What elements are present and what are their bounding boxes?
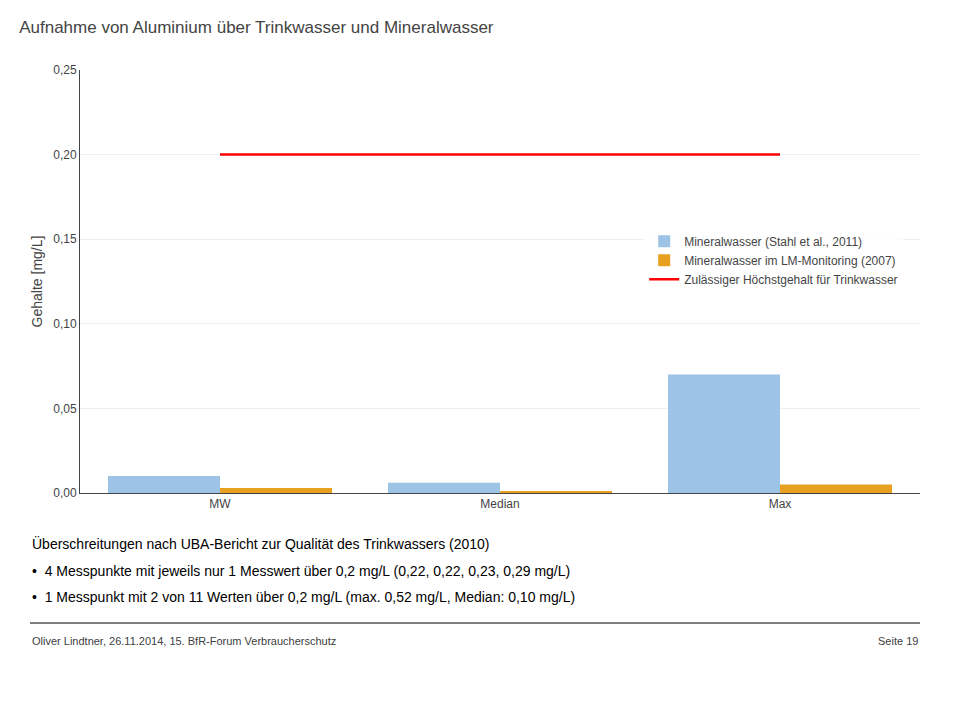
svg-text:0,20: 0,20 xyxy=(53,148,77,162)
svg-text:Zulässiger Höchstgehalt für Tr: Zulässiger Höchstgehalt für Trinkwasser xyxy=(684,273,897,287)
svg-text:Median: Median xyxy=(480,497,519,511)
svg-text:Überschreitungen nach UBA-Beri: Überschreitungen nach UBA-Bericht zur Qu… xyxy=(32,535,490,552)
svg-text:• 1 Messpunkt mit 2 von 11 We: • 1 Messpunkt mit 2 von 11 Werten über 0… xyxy=(32,589,575,605)
svg-text:Mineralwasser (Stahl et al., 2: Mineralwasser (Stahl et al., 2011) xyxy=(684,235,862,249)
svg-text:Gehalte [mg/L]: Gehalte [mg/L] xyxy=(29,236,45,328)
svg-text:0,05: 0,05 xyxy=(53,402,77,416)
svg-text:Mineralwasser im LM-Monitoring: Mineralwasser im LM-Monitoring (2007) xyxy=(684,254,895,268)
svg-text:Oliver Lindtner, 26.11.2014, 1: Oliver Lindtner, 26.11.2014, 15. BfR-For… xyxy=(32,635,336,647)
svg-text:• 4 Messpunkte mit jeweils nu: • 4 Messpunkte mit jeweils nur 1 Messwer… xyxy=(32,563,570,579)
svg-text:MW: MW xyxy=(209,497,231,511)
svg-text:0,10: 0,10 xyxy=(53,317,77,331)
svg-text:0,15: 0,15 xyxy=(53,232,77,246)
svg-text:Max: Max xyxy=(769,497,792,511)
svg-text:0,00: 0,00 xyxy=(53,486,77,500)
svg-text:Seite 19: Seite 19 xyxy=(878,635,918,647)
svg-text:0,25: 0,25 xyxy=(53,63,77,77)
svg-text:Aufnahme von Aluminium über Tr: Aufnahme von Aluminium über Trinkwasser … xyxy=(19,18,494,37)
